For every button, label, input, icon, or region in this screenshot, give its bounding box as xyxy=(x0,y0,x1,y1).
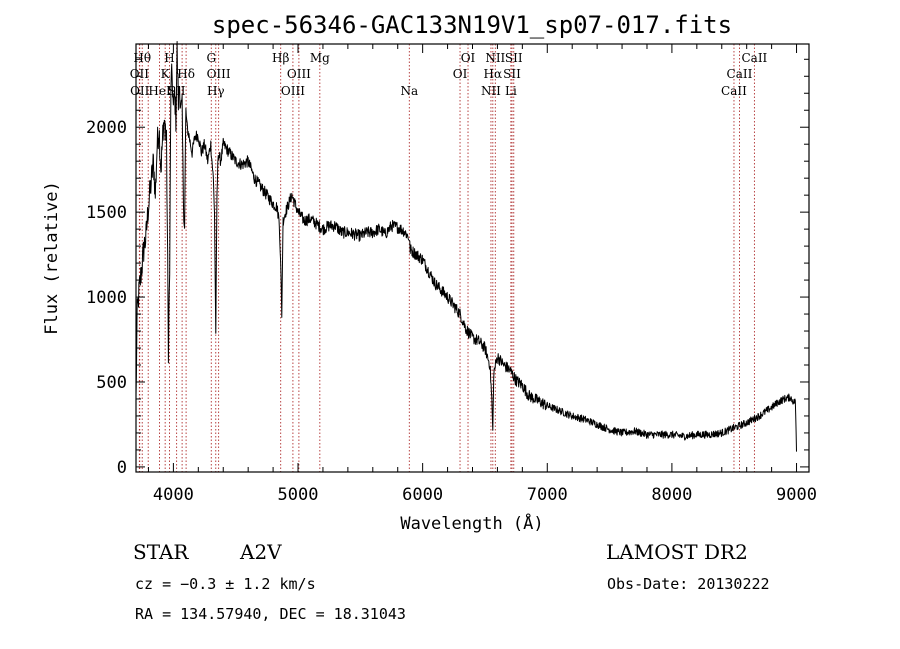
spectral-line-markers xyxy=(138,44,755,472)
y-tick-label: 2000 xyxy=(86,118,127,138)
y-tick-label: 1000 xyxy=(86,288,127,308)
spectral-line-label: OI xyxy=(461,51,476,65)
spectral-line-label: Hθ xyxy=(133,51,151,65)
spectral-line-label: CaII xyxy=(741,51,767,65)
series-layer xyxy=(135,41,797,452)
x-tick-label: 9000 xyxy=(776,485,817,505)
spectral-line-label: Hδ xyxy=(177,67,195,81)
spectral-line-label: SII xyxy=(503,67,521,81)
spectral-line-label: Li xyxy=(505,84,517,98)
observation-date: Obs-Date: 20130222 xyxy=(607,575,770,593)
spectral-line-label: NII xyxy=(485,51,505,65)
spectral-line-label: OI xyxy=(453,67,468,81)
spectral-line-label: Hγ xyxy=(207,84,225,98)
spectral-line-label: Hα xyxy=(484,67,503,81)
spectral-line-label: OIII xyxy=(207,67,231,81)
redshift-readout: cz = −0.3 ± 1.2 km/s xyxy=(135,575,316,593)
survey-label: LAMOST DR2 xyxy=(606,540,748,564)
spectral-line-label: OII xyxy=(130,67,150,81)
object-subclass: A2V xyxy=(239,540,282,564)
spectral-line-label: Hβ xyxy=(272,51,289,65)
spectrum-line xyxy=(135,41,797,452)
spectral-line-label: G xyxy=(206,51,216,65)
spectral-line-labels: OII OII Hθ HeI KH SII Hδ G Hγ OIII Hβ OIII OIII Mg Na O… xyxy=(130,51,768,98)
spectral-line-label: CaII xyxy=(727,67,753,81)
x-tick-label: 8000 xyxy=(651,485,692,505)
spectral-line-label: H xyxy=(164,51,174,65)
x-axis-label: Wavelength (Å) xyxy=(400,512,543,534)
axis-ticks: 4000 5000 6000 7000 8000 9000 0 500 1000 1500 2000 xyxy=(86,44,817,505)
object-type: STAR xyxy=(133,540,189,564)
spectral-line-label: K xyxy=(161,67,171,81)
spectral-line-label: OIII xyxy=(287,67,311,81)
y-tick-label: 1500 xyxy=(86,203,127,223)
spectral-line-label: SII xyxy=(168,84,186,98)
chart-title: spec-56346-GAC133N19V1_sp07-017.fits xyxy=(212,11,732,39)
plot-frame xyxy=(135,43,810,473)
spectral-line-label: NII xyxy=(481,84,501,98)
x-tick-label: 7000 xyxy=(527,485,568,505)
x-tick-label: 6000 xyxy=(402,485,443,505)
spectral-line-label: SII xyxy=(505,51,523,65)
spectral-line-label: CaII xyxy=(721,84,747,98)
y-tick-label: 0 xyxy=(117,458,127,478)
x-tick-label: 4000 xyxy=(153,485,194,505)
coordinates-readout: RA = 134.57940, DEC = 18.31043 xyxy=(135,605,406,623)
x-tick-label: 5000 xyxy=(278,485,319,505)
spectral-line-label: Mg xyxy=(310,51,330,65)
spectral-line-label: OII xyxy=(130,84,150,98)
spectral-line-label: Na xyxy=(400,84,418,98)
y-tick-label: 500 xyxy=(96,373,127,393)
y-axis-label: Flux (relative) xyxy=(42,181,62,335)
spectral-line-label: HeI xyxy=(148,84,171,98)
spectral-line-label: OIII xyxy=(281,84,305,98)
